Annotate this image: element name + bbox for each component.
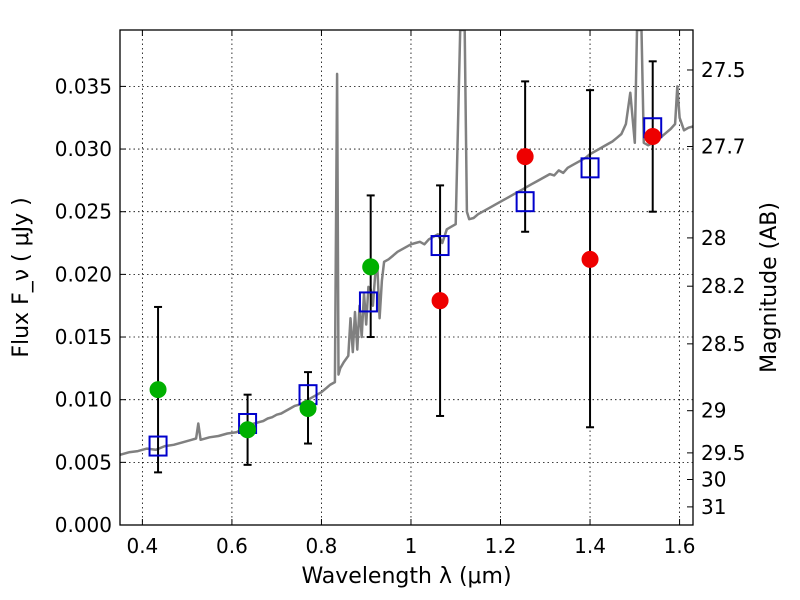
green-circle-point (299, 399, 317, 417)
marker-layer (148, 117, 663, 457)
green-circle-point (149, 381, 167, 399)
y2-tick-label: 29.5 (701, 441, 746, 465)
y2-tick-label: 27.7 (701, 135, 746, 159)
y-tick-label: 0.000 (55, 513, 112, 537)
spectrum-line (120, 30, 693, 457)
y-tick-label: 0.030 (55, 137, 112, 161)
y-axis-label: Flux F_ν ( μJy ) (9, 197, 34, 357)
y-tick-label: 0.035 (55, 74, 112, 98)
model-square-point (430, 235, 450, 257)
red-circle-point (581, 250, 599, 268)
y-tick-label: 0.015 (55, 325, 112, 349)
model-square-point (515, 191, 535, 213)
red-circle-point (516, 148, 534, 166)
plot-frame (119, 29, 694, 526)
y2-tick-label: 28 (701, 226, 726, 250)
y2-tick-label: 28.5 (701, 332, 746, 356)
x-tick-label: 1 (405, 534, 418, 558)
tick-layer: 0.4 0.6 0.8 1 1.2 1.4 1.6 0.000 0.005 0.010 0.015 0… (55, 30, 746, 558)
y2-tick-label: 29 (701, 399, 726, 423)
x-tick-label: 1.6 (664, 534, 696, 558)
errorbar-layer (154, 60, 657, 474)
model-square-point (148, 435, 168, 457)
y2-axis-label: Magnitude (AB) (757, 202, 782, 373)
y2-tick-label: 28.2 (701, 274, 746, 298)
model-square-point (358, 291, 378, 313)
model-square-point (580, 157, 600, 179)
y-tick-label: 0.010 (55, 388, 112, 412)
x-tick-label: 1.2 (485, 534, 517, 558)
spectrum-layer (120, 30, 693, 457)
y-tick-label: 0.025 (55, 200, 112, 224)
x-tick-label: 0.6 (216, 534, 248, 558)
x-tick-label: 1.4 (574, 534, 606, 558)
x-tick-label: 0.8 (306, 534, 338, 558)
y2-tick-label: 31 (701, 495, 726, 519)
green-circle-point (239, 421, 257, 439)
y-tick-label: 0.005 (55, 450, 112, 474)
green-circle-point (362, 258, 380, 276)
x-axis-label: Wavelength λ (μm) (301, 564, 511, 589)
grid-lines (120, 30, 693, 526)
red-circle-point (644, 128, 662, 146)
y2-tick-label: 30 (701, 467, 726, 491)
y2-tick-label: 27.5 (701, 58, 746, 82)
y-tick-label: 0.020 (55, 262, 112, 286)
red-circle-point (431, 292, 449, 310)
x-tick-label: 0.4 (126, 534, 158, 558)
